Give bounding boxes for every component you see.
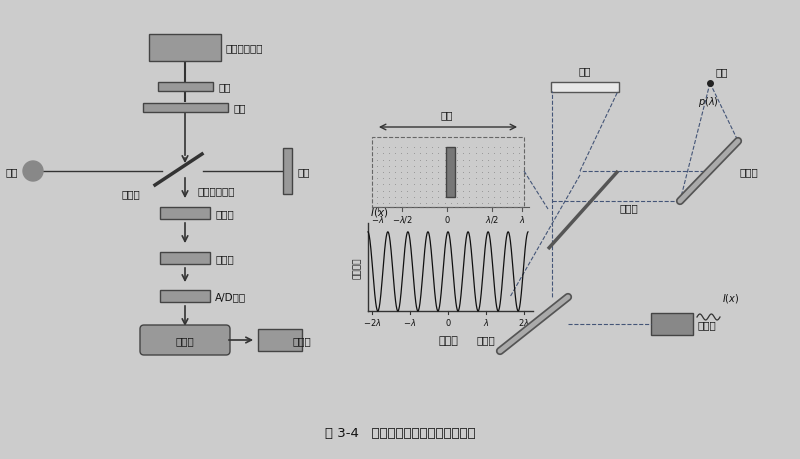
Text: 信号强度: 信号强度 [353, 257, 362, 278]
Text: $0$: $0$ [445, 316, 451, 327]
Text: $\lambda$: $\lambda$ [483, 316, 490, 327]
Text: 光源: 光源 [6, 167, 18, 177]
Text: $\lambda/2$: $\lambda/2$ [485, 213, 499, 224]
FancyBboxPatch shape [149, 34, 221, 62]
Text: 分束器: 分束器 [620, 202, 638, 213]
Text: 检测器: 检测器 [215, 253, 234, 263]
Text: 合并后的光束: 合并后的光束 [197, 185, 234, 196]
Text: 活塞: 活塞 [218, 82, 230, 92]
FancyBboxPatch shape [651, 313, 693, 335]
Text: A/D转换: A/D转换 [215, 291, 246, 302]
FancyBboxPatch shape [446, 147, 454, 198]
Circle shape [23, 162, 43, 182]
Text: $I(x)$: $I(x)$ [370, 206, 388, 218]
Text: $-\lambda$: $-\lambda$ [371, 213, 385, 224]
Text: $-\lambda/2$: $-\lambda/2$ [391, 213, 413, 224]
Text: 光源: 光源 [715, 67, 727, 77]
FancyBboxPatch shape [282, 149, 291, 195]
Text: 准直镜: 准直镜 [740, 167, 758, 177]
Text: 光程差: 光程差 [438, 335, 458, 345]
Text: 动镜: 动镜 [233, 103, 246, 113]
FancyBboxPatch shape [551, 83, 619, 93]
Text: $-2\lambda$: $-2\lambda$ [362, 316, 381, 327]
FancyBboxPatch shape [258, 329, 302, 351]
Text: 动镜驱动装置: 动镜驱动装置 [225, 43, 262, 53]
Text: 计算机: 计算机 [176, 335, 194, 345]
FancyBboxPatch shape [160, 207, 210, 219]
FancyBboxPatch shape [160, 291, 210, 302]
Text: 样品池: 样品池 [215, 208, 234, 218]
Text: 图 3-4   红外傅里叶光谱仪工作原理图: 图 3-4 红外傅里叶光谱仪工作原理图 [325, 426, 475, 440]
Text: 定镜: 定镜 [578, 66, 591, 76]
Text: 检测器: 检测器 [697, 319, 716, 329]
Text: $0$: $0$ [444, 213, 450, 224]
Text: $\lambda$: $\lambda$ [518, 213, 526, 224]
Text: $-\lambda$: $-\lambda$ [403, 316, 417, 327]
Text: 动镜: 动镜 [441, 110, 454, 120]
Text: 聚光镜: 聚光镜 [476, 334, 495, 344]
FancyBboxPatch shape [142, 103, 227, 112]
FancyBboxPatch shape [140, 325, 230, 355]
Text: 分束器: 分束器 [122, 189, 141, 199]
Text: $I(x)$: $I(x)$ [722, 291, 739, 304]
Text: $2\lambda$: $2\lambda$ [518, 316, 530, 327]
Text: $p(\lambda)$: $p(\lambda)$ [698, 95, 718, 109]
FancyBboxPatch shape [158, 82, 213, 91]
Text: 定镜: 定镜 [298, 167, 310, 177]
Text: 记录仪: 记录仪 [293, 335, 311, 345]
FancyBboxPatch shape [160, 252, 210, 264]
